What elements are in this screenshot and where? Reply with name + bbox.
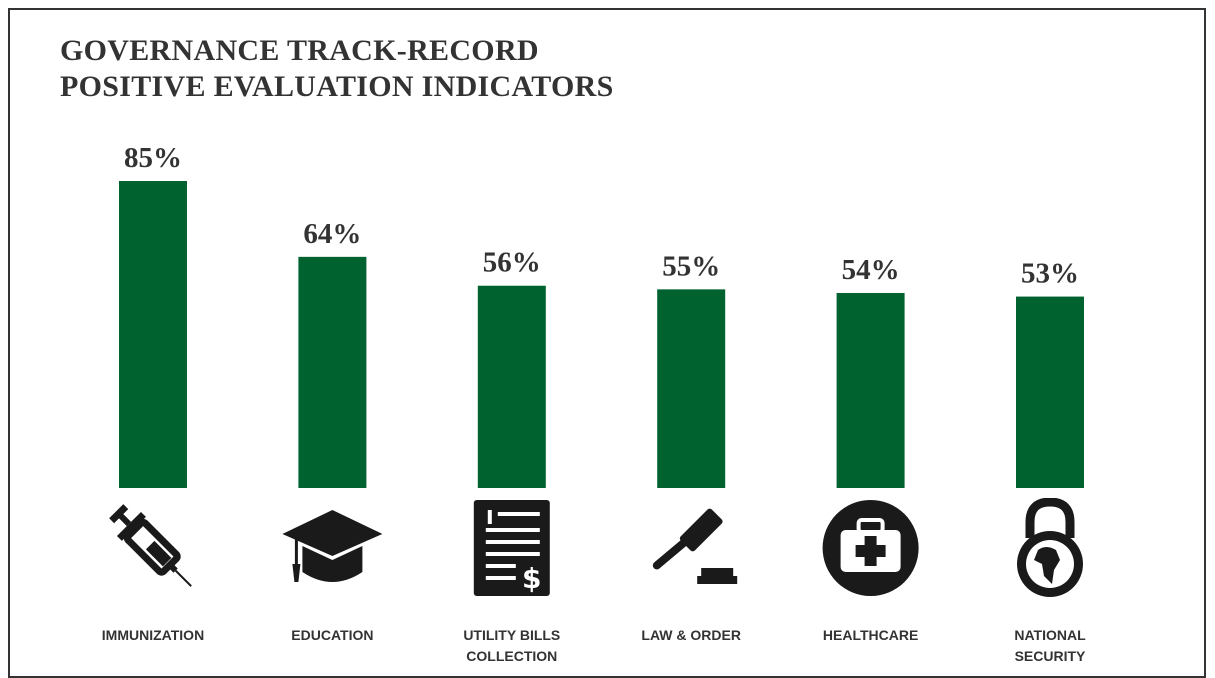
category-labels-group: IMMUNIZATION EDUCATION UTILITY BILLS COLLEC… (102, 627, 1086, 664)
category-label-1: IMMUNIZATION (102, 627, 204, 643)
bar-4 (657, 289, 726, 488)
syringe-icon (104, 499, 203, 598)
icons-group (104, 498, 1083, 598)
value-label-6: 53% (1021, 258, 1079, 290)
category-label-6-line-2: SECURITY (1015, 648, 1086, 664)
bill-icon (473, 500, 550, 596)
gavel-icon (651, 507, 738, 584)
graduation-cap-icon (282, 508, 383, 584)
bar-1 (119, 181, 187, 488)
value-label-4: 55% (662, 250, 720, 282)
globe-lock-icon (1017, 502, 1083, 597)
bar-3 (477, 285, 546, 488)
medical-kit-icon (820, 498, 921, 598)
category-label-6-line-1: NATIONAL (1014, 627, 1086, 643)
value-labels-group: 85% 64% 56% 55% 54% 53% (124, 142, 1079, 290)
category-label-2: EDUCATION (291, 627, 373, 643)
category-label-3-line-2: COLLECTION (466, 648, 557, 664)
value-label-3: 56% (483, 247, 541, 279)
value-label-1: 85% (124, 142, 182, 174)
chart-frame: GOVERNANCE TRACK-RECORD POSITIVE EVALUAT… (8, 8, 1206, 678)
value-label-2: 64% (303, 218, 361, 250)
category-label-3-line-1: UTILITY BILLS (463, 627, 560, 643)
bar-5 (836, 292, 905, 488)
bar-6 (1016, 296, 1084, 488)
chart-title-line-1: GOVERNANCE TRACK-RECORD (60, 34, 539, 67)
bars-group (119, 181, 1084, 488)
category-label-5: HEALTHCARE (823, 627, 918, 643)
chart-title-line-2: POSITIVE EVALUATION INDICATORS (60, 70, 614, 103)
value-label-5: 54% (842, 254, 900, 286)
category-label-4: LAW & ORDER (641, 627, 741, 643)
bar-2 (298, 256, 367, 488)
